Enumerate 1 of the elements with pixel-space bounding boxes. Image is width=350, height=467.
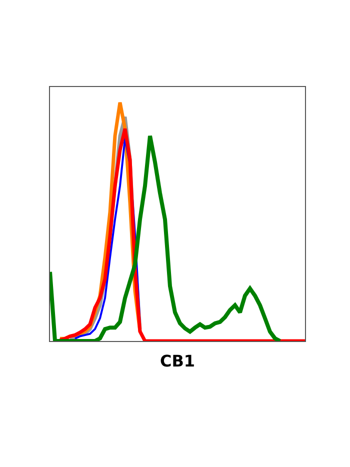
x-axis-title: CB1: [160, 352, 196, 371]
